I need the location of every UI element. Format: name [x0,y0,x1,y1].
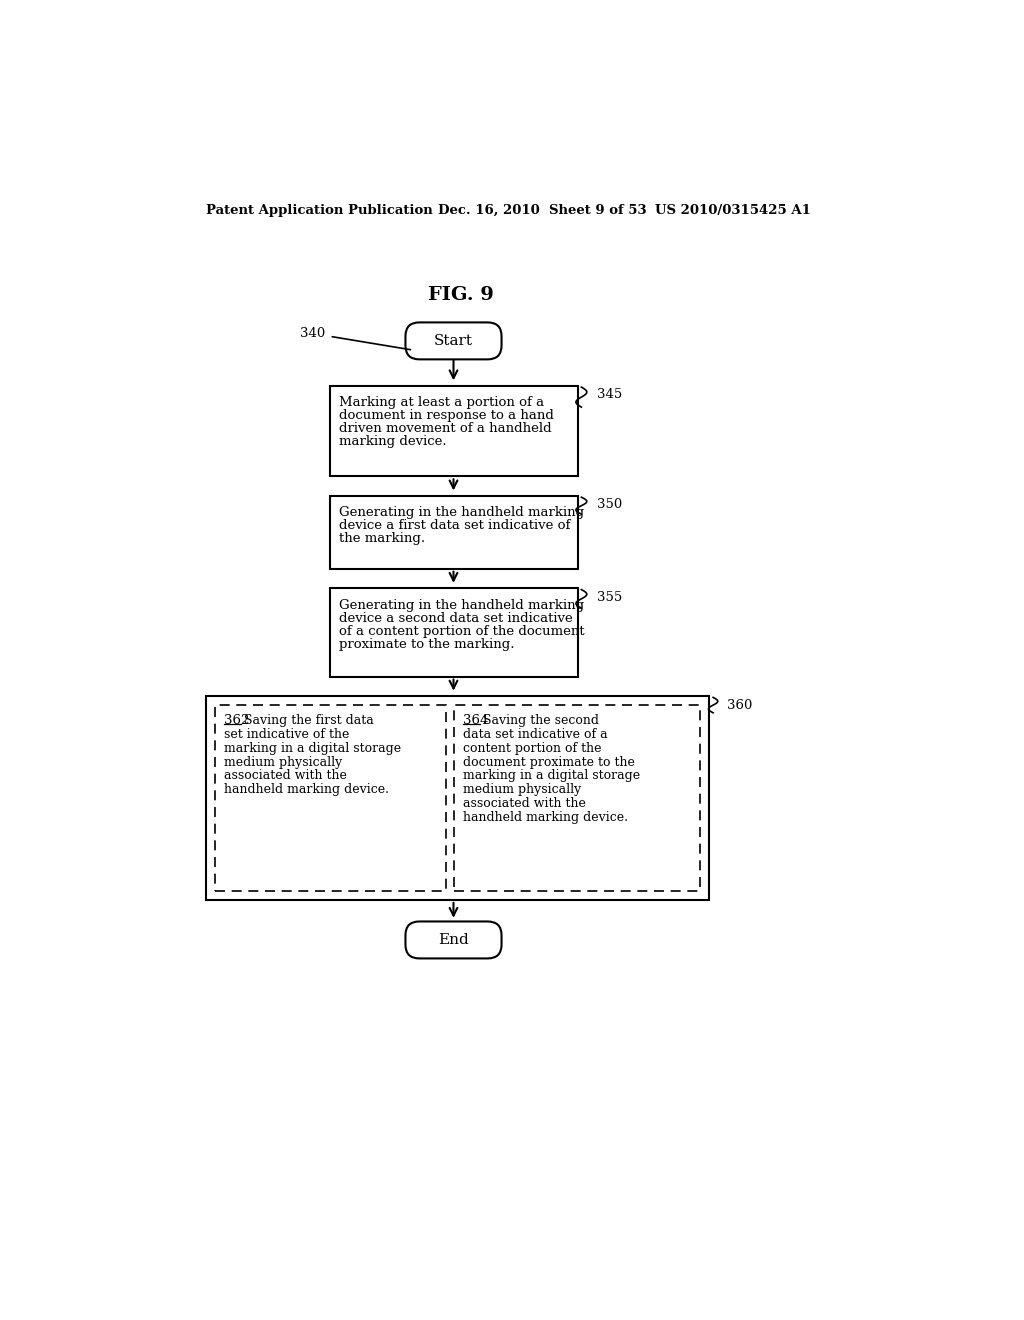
Text: Start: Start [434,334,473,348]
FancyBboxPatch shape [406,921,502,958]
Text: 362: 362 [224,714,250,727]
Text: Generating in the handheld marking: Generating in the handheld marking [339,506,584,519]
Text: of a content portion of the document: of a content portion of the document [339,624,585,638]
Text: device a second data set indicative: device a second data set indicative [339,611,572,624]
Text: marking in a digital storage: marking in a digital storage [224,742,401,755]
Bar [215,705,445,891]
Text: document in response to a hand: document in response to a hand [339,409,554,422]
Text: content portion of the: content portion of the [463,742,601,755]
Text: device a first data set indicative of: device a first data set indicative of [339,519,570,532]
Text: proximate to the marking.: proximate to the marking. [339,638,514,651]
Bar [330,589,578,677]
Text: Patent Application Publication: Patent Application Publication [206,205,432,218]
Text: 364: 364 [463,714,488,727]
Text: Saving the second: Saving the second [483,714,599,727]
Bar [330,385,578,477]
Text: marking in a digital storage: marking in a digital storage [463,770,640,783]
Bar [454,705,700,891]
Text: FIG. 9: FIG. 9 [428,286,495,305]
Bar [330,496,578,569]
Text: Marking at least a portion of a: Marking at least a portion of a [339,396,544,409]
Text: 360: 360 [727,698,753,711]
Text: 340: 340 [300,327,326,341]
Text: document proximate to the: document proximate to the [463,755,635,768]
Bar [206,696,710,900]
Text: 350: 350 [597,499,623,511]
Text: End: End [438,933,469,946]
Text: Saving the first data: Saving the first data [245,714,374,727]
FancyBboxPatch shape [406,322,502,359]
Text: the marking.: the marking. [339,532,425,545]
Text: set indicative of the: set indicative of the [224,727,349,741]
Text: associated with the: associated with the [463,797,586,810]
Text: 355: 355 [597,591,623,603]
Text: Dec. 16, 2010  Sheet 9 of 53: Dec. 16, 2010 Sheet 9 of 53 [438,205,646,218]
Text: medium physically: medium physically [224,755,342,768]
Text: associated with the: associated with the [224,770,347,783]
Text: US 2010/0315425 A1: US 2010/0315425 A1 [655,205,811,218]
Text: medium physically: medium physically [463,783,581,796]
Text: data set indicative of a: data set indicative of a [463,727,607,741]
Text: 345: 345 [597,388,623,401]
Text: handheld marking device.: handheld marking device. [463,810,628,824]
Text: Generating in the handheld marking: Generating in the handheld marking [339,598,584,611]
Text: driven movement of a handheld: driven movement of a handheld [339,422,552,436]
Text: handheld marking device.: handheld marking device. [224,783,389,796]
Text: marking device.: marking device. [339,436,446,449]
